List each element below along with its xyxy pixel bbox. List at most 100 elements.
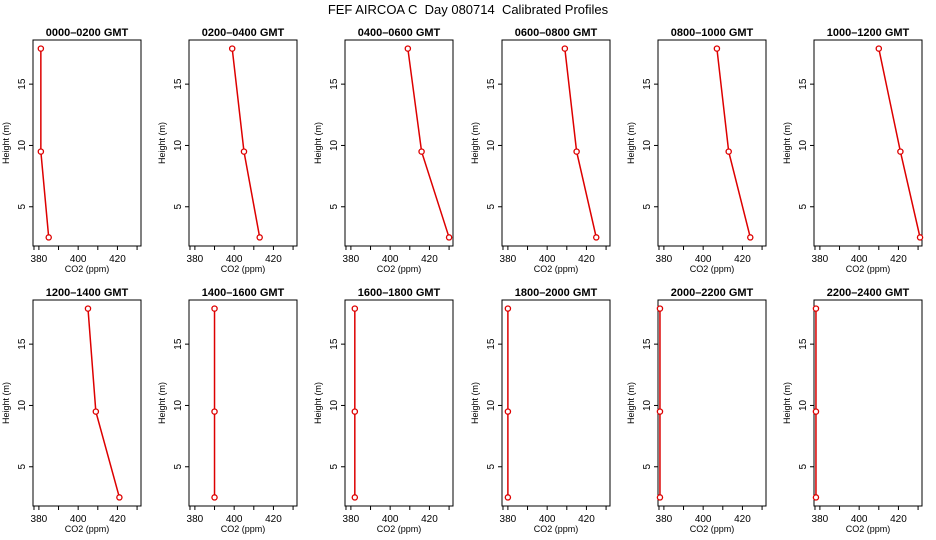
y-tick-label: 15 [173,78,184,90]
panel-title: 2000–2200 GMT [671,287,754,299]
y-axis-label: Height (m) [157,122,167,164]
panel-title: 1000–1200 GMT [827,27,910,39]
profile-point [504,408,512,415]
y-tick-label: 10 [486,139,497,151]
y-tick-label: 10 [798,399,809,411]
y-axis-label: Height (m) [1,382,11,424]
x-tick-label: 380 [812,514,829,525]
profile-point [725,148,732,155]
panel-title: 1400–1600 GMT [202,287,285,299]
x-tick-label: 400 [382,514,399,525]
figure-title: FEF AIRCOA C Day 080714 Calibrated Profi… [327,2,609,17]
plot-frame [657,299,767,507]
plot-frame [344,299,454,507]
profile-point [211,305,218,312]
y-tick-label: 15 [17,338,28,350]
profile-point [593,234,600,241]
y-tick-label: 10 [173,139,184,151]
profile-panel: 1800–2000 GMT 380 400 420 5 10 15 CO2 (ppm) Heig… [470,287,611,534]
profile-line [40,48,50,238]
y-tick-label: 10 [17,139,28,151]
panel-title: 0200–0400 GMT [202,27,285,39]
panel-title: 0000–0200 GMT [46,27,129,39]
x-tick-label: 380 [500,254,517,265]
profile-point [418,148,425,155]
y-tick-label: 15 [486,78,497,90]
y-tick-label: 15 [798,78,809,90]
x-tick-label: 400 [539,514,556,525]
x-tick-label: 420 [890,254,907,265]
profile-point [656,305,664,312]
profile-point [875,45,883,52]
y-tick-label: 5 [329,204,340,210]
y-tick-label: 10 [642,139,653,151]
x-tick-label: 380 [343,254,360,265]
y-tick-label: 5 [329,464,340,470]
y-tick-label: 15 [17,78,28,90]
profile-point [573,148,580,155]
y-axis-label: Height (m) [470,122,480,164]
y-axis-label: Height (m) [782,382,792,424]
profile-point [916,234,924,241]
x-tick-label: 380 [31,514,48,525]
y-tick-label: 15 [642,78,653,90]
x-tick-label: 420 [734,254,751,265]
profile-point [92,408,100,415]
profile-panel: 1000–1200 GMT 380 400 420 5 10 15 CO2 (ppm) Heig… [782,27,924,274]
y-tick-label: 5 [642,464,653,470]
y-tick-label: 15 [798,338,809,350]
x-tick-label: 420 [578,514,595,525]
plot-frame [344,39,454,247]
profile-panel: 1600–1800 GMT 380 400 420 5 10 15 CO2 (ppm) Heig… [313,287,454,534]
profile-point [228,45,236,52]
profile-panel: 1400–1600 GMT 380 400 420 5 10 15 CO2 (ppm) Heig… [157,287,298,534]
x-axis-label: CO2 (ppm) [534,264,579,274]
profile-point [37,148,45,155]
y-axis-label: Height (m) [470,382,480,424]
x-axis-label: CO2 (ppm) [221,264,266,274]
x-tick-label: 400 [226,254,243,265]
y-tick-label: 5 [798,204,809,210]
plot-frame [32,39,142,247]
y-tick-label: 15 [486,338,497,350]
plot-frame [188,299,298,507]
x-tick-label: 400 [70,514,87,525]
x-tick-label: 420 [265,254,282,265]
plot-frame [188,39,298,247]
x-axis-label: CO2 (ppm) [377,264,422,274]
y-axis-label: Height (m) [157,382,167,424]
panel-title: 1800–2000 GMT [515,287,598,299]
y-tick-label: 5 [486,464,497,470]
y-tick-label: 10 [173,399,184,411]
profile-point [812,494,820,501]
profile-point [116,494,123,501]
plot-frame [501,299,611,507]
y-tick-label: 15 [173,338,184,350]
profile-panel: 2000–2200 GMT 380 400 420 5 10 15 CO2 (ppm) Heig… [626,287,767,534]
x-tick-label: 400 [539,254,556,265]
x-axis-label: CO2 (ppm) [65,524,110,534]
profile-panel: 0000–0200 GMT 380 400 420 5 10 15 CO2 (ppm) Heig… [1,27,142,274]
plot-frame [813,39,923,247]
x-tick-label: 380 [656,514,673,525]
profile-point [656,494,664,501]
y-axis-label: Height (m) [626,122,636,164]
y-tick-label: 10 [329,139,340,151]
y-tick-label: 5 [17,204,28,210]
x-axis-label: CO2 (ppm) [534,524,579,534]
x-tick-label: 420 [734,514,751,525]
profile-point [504,494,512,501]
plot-frame [813,299,923,507]
profile-point [240,148,248,155]
panel-title: 0800–1000 GMT [671,27,754,39]
profile-line [87,308,121,498]
y-tick-label: 15 [329,338,340,350]
y-tick-label: 5 [486,204,497,210]
x-tick-label: 380 [187,514,204,525]
x-axis-label: CO2 (ppm) [846,524,891,534]
panel-title: 1600–1800 GMT [358,287,441,299]
y-tick-label: 5 [173,464,184,470]
profile-point [211,408,218,415]
profile-point [45,234,52,241]
y-tick-label: 10 [642,399,653,411]
